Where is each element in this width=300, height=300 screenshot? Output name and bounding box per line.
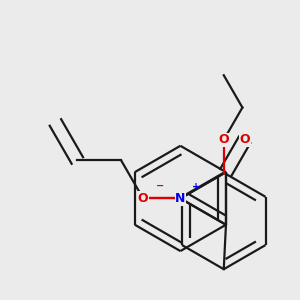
Text: O: O [138,192,148,205]
Text: O: O [218,133,229,146]
Text: O: O [138,192,148,205]
Text: N: N [175,192,186,205]
Text: N: N [175,192,186,205]
Text: O: O [239,133,250,146]
Text: −: − [156,181,164,191]
Text: +: + [192,182,200,193]
